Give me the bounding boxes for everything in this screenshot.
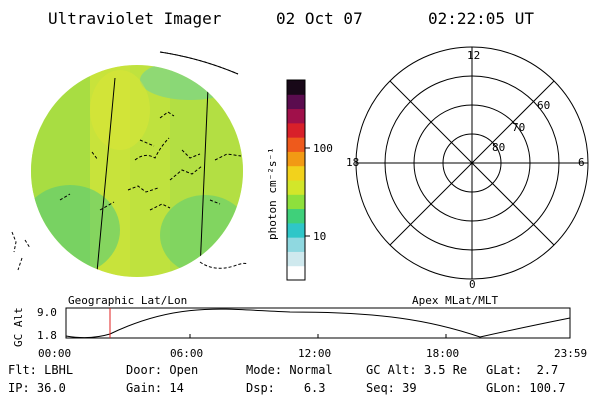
colorbar-unit-label: photon cm⁻²s⁻¹ [266,147,279,240]
colorbar-segment [287,194,305,210]
status-mode: Mode: Normal [246,363,333,377]
colorbar-tick-10: 10 [313,230,326,243]
status-glat: GLat: 2.7 [486,363,559,377]
lat-label-70: 70 [512,121,525,134]
colorbar-tick-100: 100 [313,142,333,155]
mlt-label-0: 0 [469,278,476,291]
polar-plot [355,46,589,280]
status-glon: GLon: 100.7 [486,381,566,395]
uv-image-disc [11,51,249,277]
alt-ytick-high: 9.0 [37,306,57,319]
colorbar-segment [287,222,305,238]
mlt-label-18: 18 [346,156,359,169]
colorbar-segment [287,165,305,181]
colorbar-segment [287,208,305,224]
colorbar-segment [287,122,305,138]
alt-xtick-0600: 06:00 [170,347,203,360]
status-seq: Seq: 39 [366,381,417,395]
status-dsp: Dsp: 6.3 [246,381,326,395]
colorbar-frame [286,79,306,281]
alt-xtick-1800: 18:00 [426,347,459,360]
colorbar-segment [287,180,305,195]
mlt-label-12: 12 [467,49,480,62]
colorbar: 100 10 photon cm⁻²s⁻¹ [266,79,333,281]
colorbar-segment [287,137,305,152]
date-label: 02 Oct 07 [276,9,363,28]
colorbar-segment [287,237,305,252]
polar-panel-label: Apex MLat/MLT [412,294,498,307]
colorbar-segment [287,94,305,110]
colorbar-segment [287,80,305,95]
colorbar-segment [287,108,305,124]
mlt-label-6: 6 [578,156,585,169]
altitude-plot: 9.0 1.8 GC Alt 00:00 06:00 12:00 18:00 2… [12,306,587,360]
alt-ylabel: GC Alt [12,307,25,347]
alt-xtick-0000: 00:00 [38,347,71,360]
status-door: Door: Open [126,363,199,377]
status-flt: Flt: LBHL [8,363,74,377]
time-label: 02:22:05 UT [428,9,534,28]
colorbar-segment [287,265,305,281]
alt-xtick-1200: 12:00 [298,347,331,360]
status-gc-alt: GC Alt: 3.5 Re [366,363,468,377]
lat-label-80: 80 [492,141,505,154]
status-ip: IP: 36.0 [8,381,66,395]
altitude-curve [65,308,571,339]
alt-xtick-2359: 23:59 [554,347,587,360]
status-gain: Gain: 14 [126,381,184,395]
colorbar-segment [287,251,305,267]
colorbar-segment [287,151,305,167]
alt-ytick-low: 1.8 [37,329,57,342]
image-panel-label: Geographic Lat/Lon [68,294,187,307]
lat-label-60: 60 [537,99,550,112]
instrument-title: Ultraviolet Imager [48,9,222,28]
